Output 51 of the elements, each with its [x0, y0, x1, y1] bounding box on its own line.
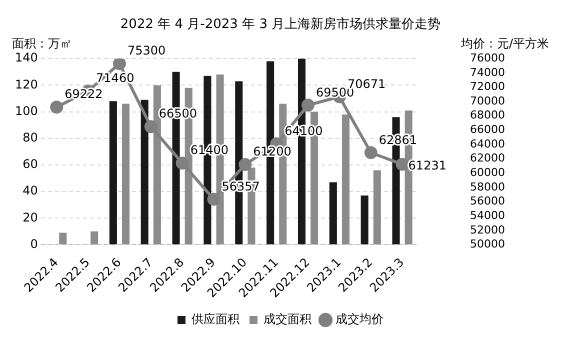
bar: [109, 101, 117, 244]
legend-label: 成交面积: [264, 312, 312, 326]
point: [176, 156, 189, 170]
y-tick-label: 60: [22, 157, 38, 172]
y2-tick-label: 66000: [470, 123, 506, 136]
data-label: 61200: [253, 144, 292, 159]
data-label: 69222: [64, 87, 103, 102]
y-tick-label: 40: [22, 184, 38, 198]
data-label: 56357: [222, 179, 260, 194]
y2-tick-label: 76000: [470, 51, 506, 64]
y2-tick-label: 68000: [470, 108, 506, 122]
y-tick-label: 20: [22, 210, 38, 224]
chart-title: 2022 年 4 月-2023 年 3 月上海新房市场供求量价走势: [120, 16, 441, 32]
bar: [122, 104, 130, 244]
point: [364, 146, 378, 160]
y2-tick-label: 58000: [470, 180, 506, 194]
data-label: 71460: [96, 71, 134, 86]
y-tick-label: 120: [15, 77, 38, 92]
bar: [59, 232, 67, 244]
data-label: 75300: [127, 44, 166, 58]
y-tick-label: 140: [15, 50, 38, 65]
y2-tick-label: 72000: [470, 80, 506, 94]
y2-tick-label: 56000: [470, 194, 506, 208]
bar: [329, 182, 337, 244]
bar: [373, 170, 381, 244]
point: [207, 192, 220, 206]
y2-tick-label: 54000: [470, 208, 506, 222]
y-tick-label: 80: [22, 130, 38, 144]
y-tick-label: 0: [30, 236, 38, 251]
y2-axis-title: 均价：元/平方米: [460, 36, 549, 51]
bar: [140, 100, 148, 244]
y2-tick-label: 74000: [470, 66, 506, 79]
y2-tick-label: 52000: [470, 223, 506, 236]
y-tick-label: 100: [15, 104, 38, 118]
legend-label: 供应面积: [192, 312, 240, 326]
bar: [360, 196, 368, 244]
legend-label: 成交均价: [336, 312, 384, 326]
point: [112, 58, 126, 70]
y2-tick-label: 50000: [470, 238, 506, 251]
y-axis-title: 面积：万㎡: [12, 36, 72, 51]
point: [238, 158, 252, 172]
point: [302, 98, 315, 112]
y2-tick-label: 70000: [470, 94, 506, 108]
point: [396, 158, 409, 171]
y2-tick-label: 60000: [470, 166, 506, 179]
y2-tick-label: 62000: [470, 152, 506, 165]
y2-tick-label: 64000: [470, 137, 506, 150]
bar: [90, 231, 98, 244]
data-label: 61231: [408, 158, 446, 172]
point: [144, 120, 158, 134]
point: [50, 100, 64, 114]
